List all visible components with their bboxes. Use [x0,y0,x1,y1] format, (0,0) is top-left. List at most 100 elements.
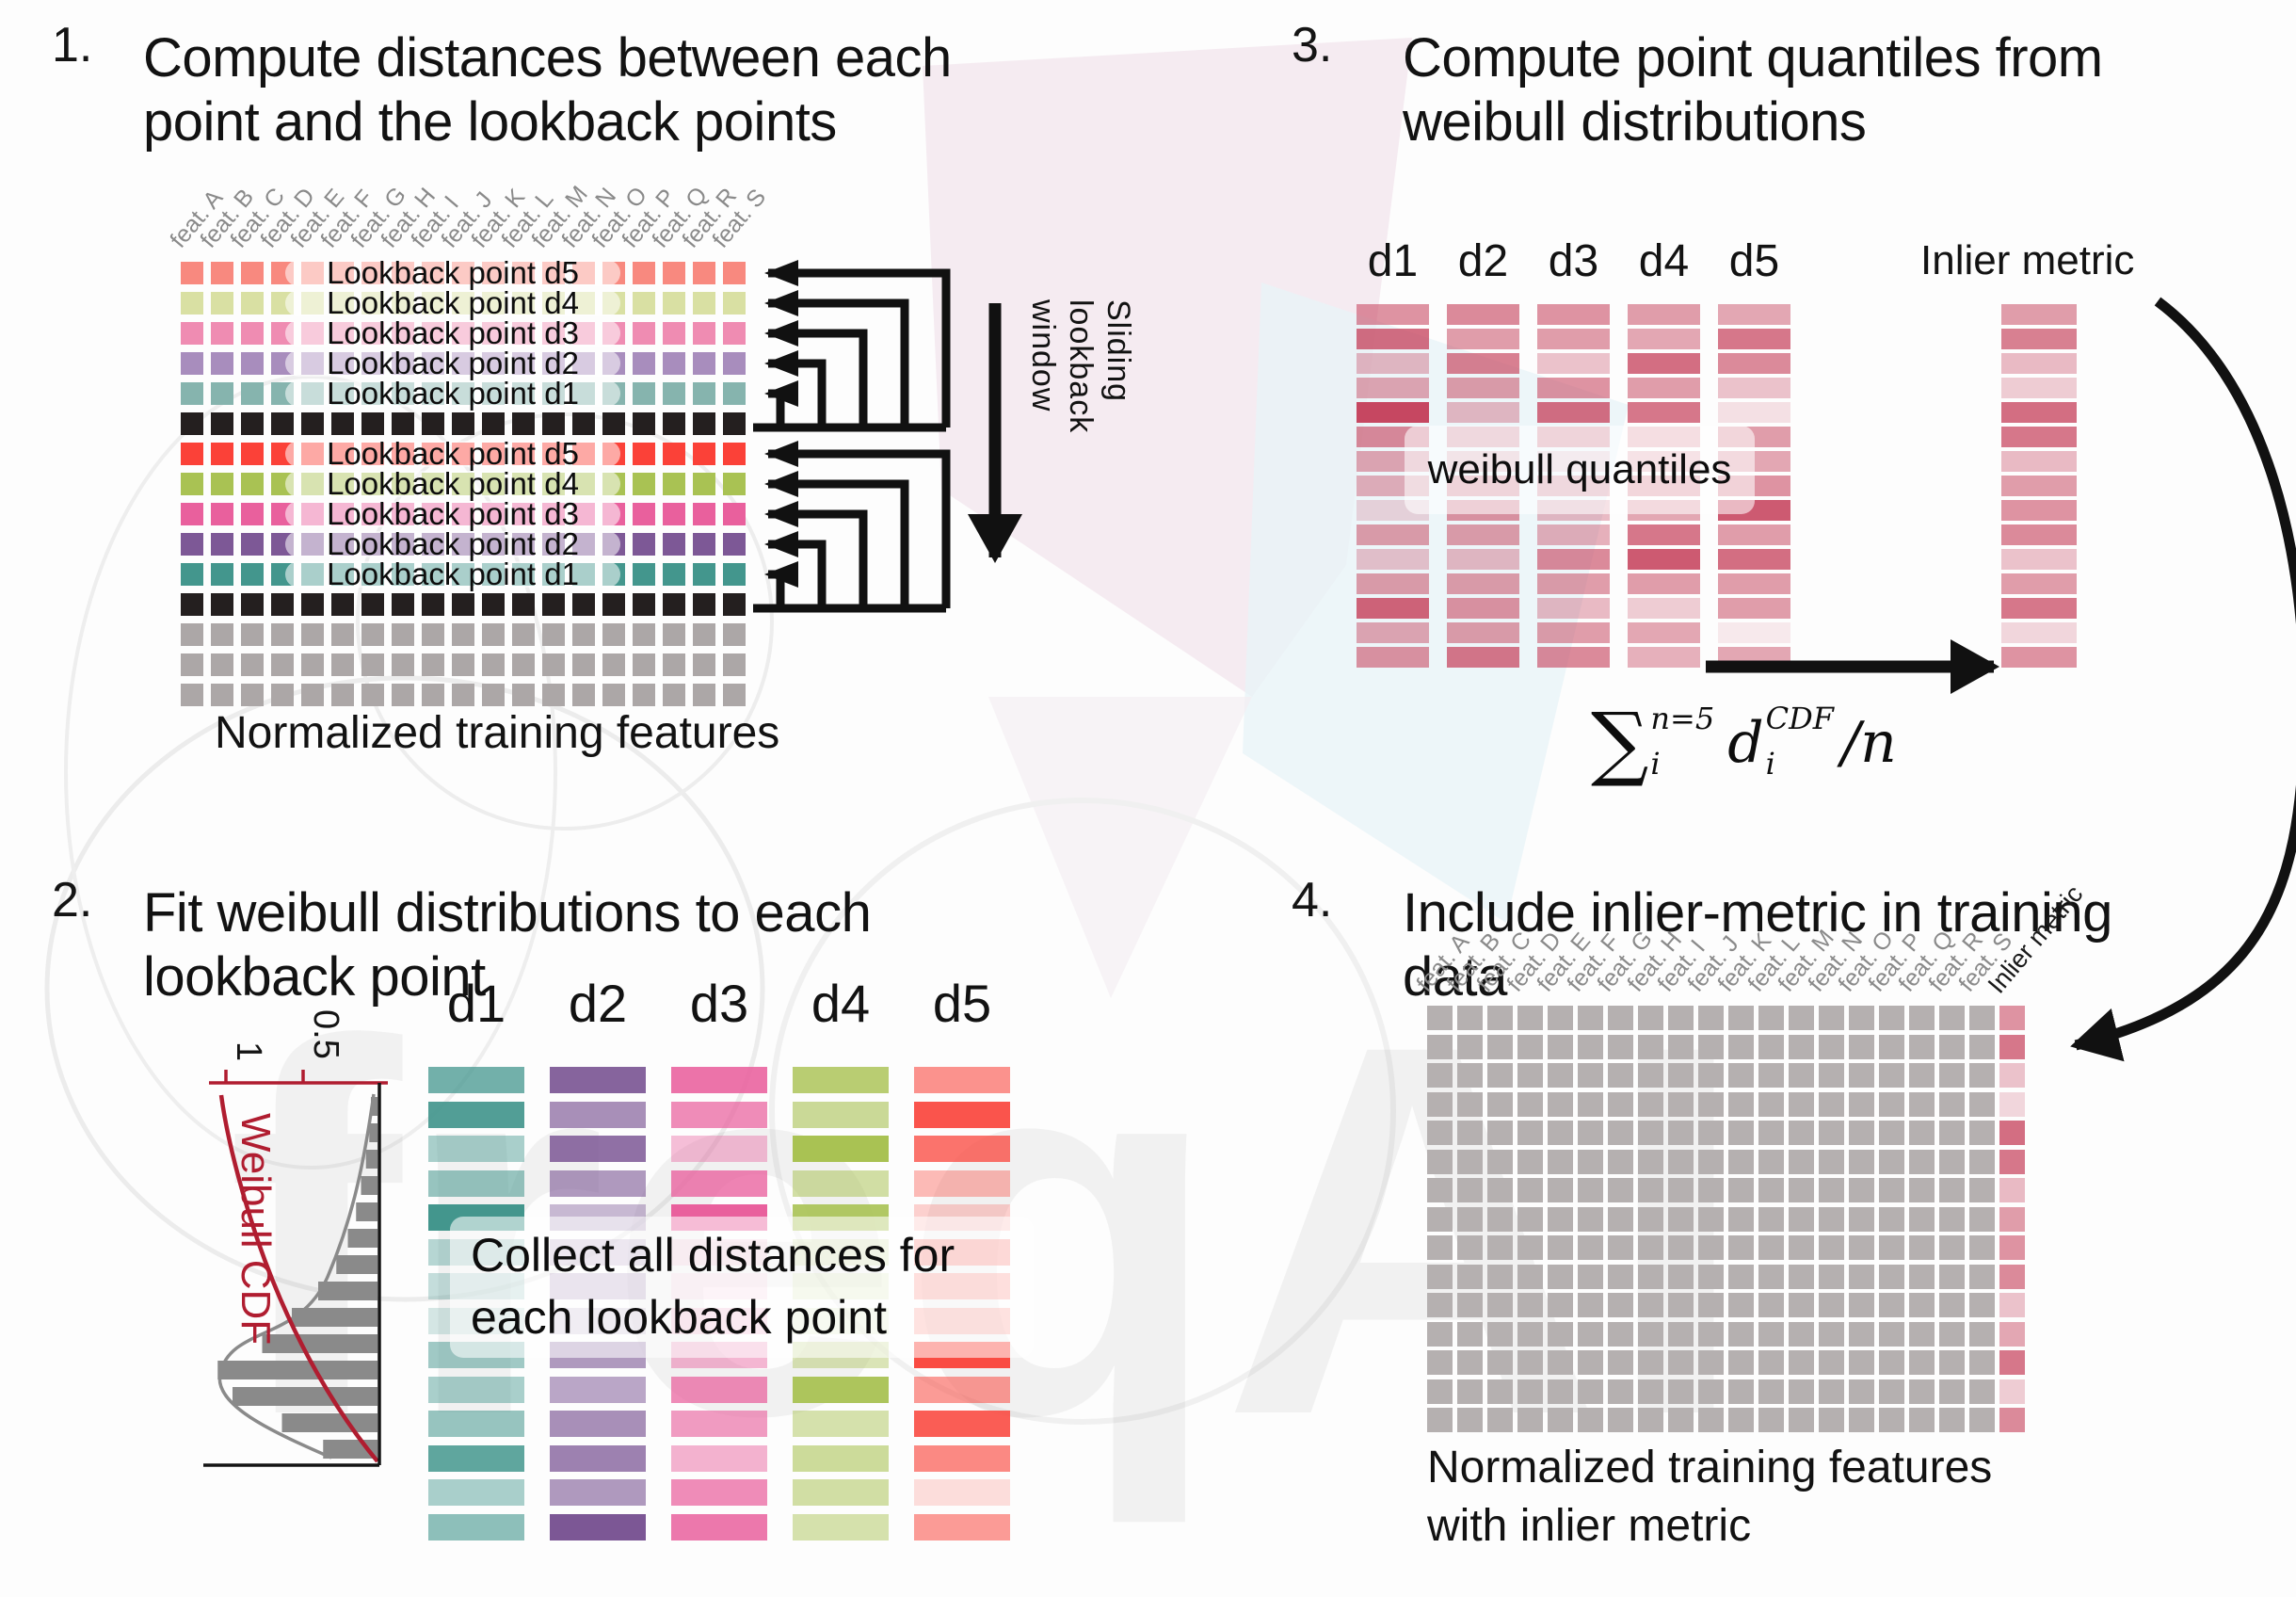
grid-cell [1457,1206,1483,1232]
distance-bar [914,1513,1010,1541]
formula-var-sub: i [1765,746,1775,782]
grid-cell [1698,1178,1724,1202]
grid-cell [1758,1091,1784,1117]
grid-cell [1849,1379,1874,1404]
distance-bar [550,1170,646,1197]
grid-cell [1758,1034,1784,1059]
grid-cell [633,262,655,284]
grid-cell [1698,1091,1724,1117]
grid-cell [1578,1379,1603,1404]
grid-cell [1668,1006,1694,1030]
inlier-metric-cell [1999,1149,2025,1174]
grid-cell [392,412,414,435]
grid-cell [633,473,655,495]
inlier-metric-cell [1999,1321,2025,1347]
grid-cell [181,653,203,676]
inlier-metric-cell [1999,1293,2025,1317]
lookback-row-label: Lookback point d4 [327,285,579,320]
grid-cell [181,412,203,435]
weibull-histogram-bar [281,1413,377,1432]
grid-cell [1909,1206,1935,1232]
grid-cell [1909,1321,1935,1347]
grid-cell [1457,1321,1483,1347]
grid-cell [1427,1350,1453,1375]
grid-cell [663,684,685,706]
grid-cell [1487,1034,1513,1059]
distance-bar [550,1136,646,1162]
grid-cell [1819,1264,1844,1289]
lookback-arrow [764,350,827,427]
grid-cell [1548,1408,1573,1432]
grid-cell [1698,1321,1724,1347]
distance-bar [428,1136,524,1162]
grid-cell [723,412,746,435]
grid-cell [1758,1006,1784,1030]
grid-cell [1517,1350,1543,1375]
distance-bar [550,1444,646,1472]
quantile-bar [1447,549,1519,570]
watermark-pink-shape [923,38,1412,697]
grid-cell [1879,1063,1904,1088]
grid-cell [1608,1063,1633,1088]
distance-bar [914,1170,1010,1197]
grid-cell [542,684,565,706]
grid-cell [1879,1206,1904,1232]
grid-cell [1427,1006,1453,1030]
inlier-metric-cell [1999,1264,2025,1289]
grid-cell [663,322,685,345]
grid-cell [663,593,685,616]
grid-cell [1427,1321,1453,1347]
grid-cell [1909,1178,1935,1202]
grid-cell [1879,1149,1904,1174]
quantile-bar [1447,402,1519,423]
quantile-bar [1447,598,1519,619]
lookback-label-strip [285,350,620,377]
weibull-tick-05: 0.5 [306,1009,345,1059]
sliding-window-label-line: Sliding [1100,299,1136,403]
grid-cell [392,653,414,676]
grid-cell [1969,1091,1995,1117]
grid-cell [1668,1121,1694,1145]
grid-cell [422,593,444,616]
grid-cell [452,653,474,676]
lookback-arrow [764,501,868,608]
grid-cell [1939,1121,1965,1145]
grid-cell [1939,1178,1965,1202]
grid-cell [1879,1034,1904,1059]
grid-cell [1849,1178,1874,1202]
weibull-histogram-bar [217,1361,377,1379]
grid-cell [693,292,715,315]
grid-cell [663,382,685,405]
quantile-bar [1537,647,1610,668]
grid-cell [663,653,685,676]
quantile-bar [1537,598,1610,619]
grid-cell [211,292,233,315]
grid-cell [633,563,655,586]
inlier-metric-cell [1999,1178,2025,1202]
grid-cell [181,473,203,495]
sliding-window-label: Sliding lookback window [1024,299,1137,610]
inlier-metric-cell [1999,1006,2025,1030]
quantile-bar [1357,353,1429,374]
grid-cell [211,653,233,676]
grid-cell [1487,1293,1513,1317]
quantile-bar [1357,304,1429,325]
grid-cell [211,533,233,556]
grid-cell [241,292,264,315]
grid-cell [1879,1121,1904,1145]
quantile-column-label: d4 [1638,236,1690,286]
distance-bar [671,1170,767,1197]
grid-cell [1668,1321,1694,1347]
quantile-bar [1537,549,1610,570]
distance-bar [550,1479,646,1506]
grid-cell [211,322,233,345]
distance-bar [428,1376,524,1403]
grid-cell [1608,1006,1633,1030]
quantile-column-label: d1 [1367,236,1419,286]
quantile-bar [1718,353,1790,374]
grid-cell [1849,1350,1874,1375]
grid-cell [1578,1034,1603,1059]
inlier-metric-cell [1999,1091,2025,1117]
grid-cell [1427,1121,1453,1145]
quantile-bar [1718,647,1790,668]
